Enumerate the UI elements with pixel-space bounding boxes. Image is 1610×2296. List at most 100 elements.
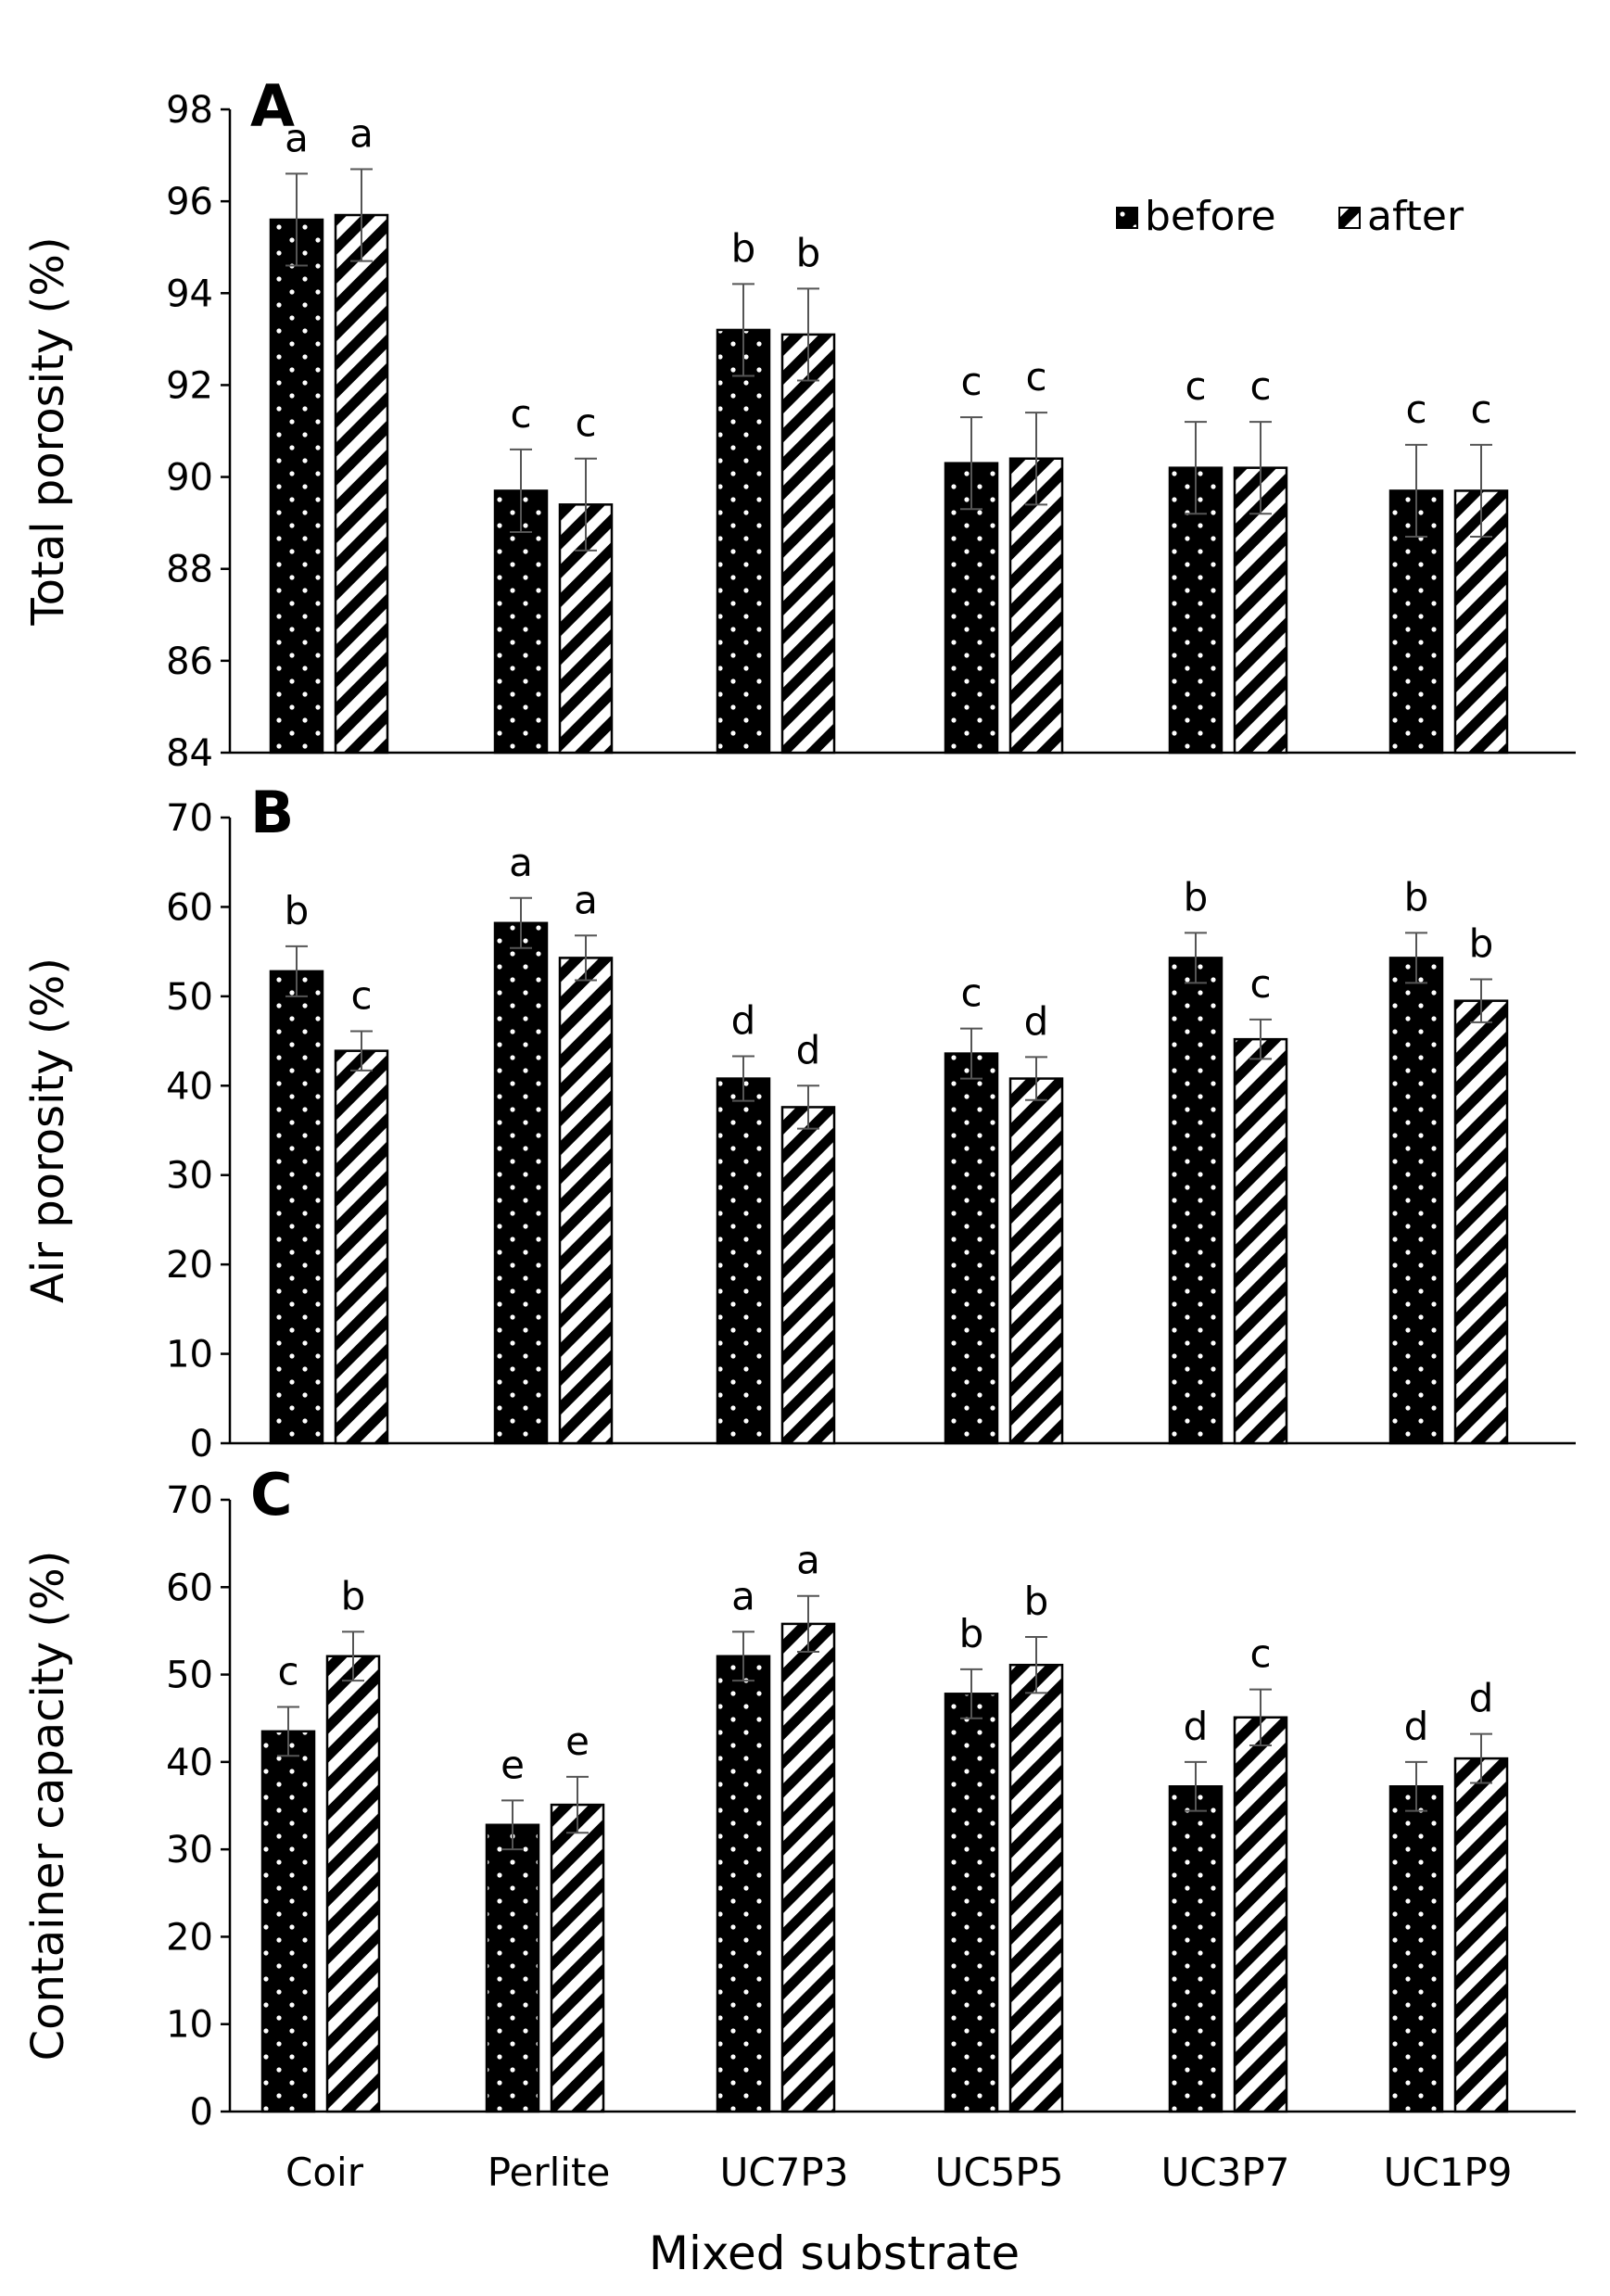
bar-after-uc7p3 <box>780 1106 836 1445</box>
significance-letter: b <box>1184 874 1209 920</box>
significance-letter: c <box>1249 1631 1271 1677</box>
bar-before-uc5p5 <box>944 1693 999 2113</box>
y-tick-label: 40 <box>166 1742 213 1784</box>
bar-before-uc7p3 <box>716 328 771 755</box>
significance-letter: d <box>1404 1704 1429 1749</box>
bar-before-uc1p9 <box>1388 1785 1444 2113</box>
bar-after-uc7p3 <box>780 333 836 755</box>
significance-letter: c <box>350 972 372 1018</box>
legend-swatch-before <box>1116 207 1138 229</box>
y-tick-label: 50 <box>166 1655 213 1697</box>
y-tick-label: 70 <box>166 1479 213 1522</box>
significance-letter: a <box>349 110 374 156</box>
bar-after-uc5p5 <box>1008 1077 1064 1445</box>
bar-after-uc1p9 <box>1453 999 1509 1445</box>
significance-letter: e <box>501 1742 525 1787</box>
significance-letter: c <box>1249 363 1271 409</box>
significance-letter: c <box>1249 961 1271 1007</box>
bar-before-perlite <box>493 489 549 755</box>
bar-after-uc5p5 <box>1008 1663 1064 2113</box>
significance-letter: d <box>1024 998 1049 1044</box>
significance-letter: c <box>1405 387 1426 432</box>
panel-letter: C <box>250 1461 293 1529</box>
y-tick-label: 10 <box>166 1334 213 1376</box>
panel-letter: B <box>250 779 294 846</box>
panel-letter: A <box>250 72 295 140</box>
significance-letter: e <box>565 1719 589 1764</box>
y-axis-label: Air porosity (%) <box>22 958 74 1303</box>
panel-c: 0 10 20 30 40 50 60 70 Container capacity (%) Cc e… <box>22 1461 1576 2280</box>
y-tick-label: 0 <box>190 2091 213 2134</box>
legend-label-before: before <box>1145 193 1276 240</box>
significance-letter: d <box>1469 1676 1494 1721</box>
significance-letter: c <box>1470 387 1491 432</box>
bar-before-uc7p3 <box>716 1655 771 2113</box>
x-category-label: UC5P5 <box>935 2150 1064 2195</box>
significance-letter: b <box>1024 1579 1049 1624</box>
bar-before-uc3p7 <box>1168 957 1223 1445</box>
y-tick-label: 84 <box>166 732 213 775</box>
bar-after-coir <box>334 213 389 755</box>
y-tick-label: 90 <box>166 457 213 500</box>
significance-letter: d <box>731 997 756 1043</box>
y-tick-label: 86 <box>166 641 213 683</box>
y-tick-label: 30 <box>166 1155 213 1198</box>
bar-before-perlite <box>493 921 549 1445</box>
bar-after-perlite <box>558 957 614 1445</box>
significance-letter: a <box>509 840 533 885</box>
significance-letter: a <box>796 1538 820 1583</box>
y-tick-label: 94 <box>166 273 213 315</box>
bar-before-perlite <box>485 1823 540 2113</box>
significance-letter: b <box>1469 921 1494 967</box>
y-tick-label: 50 <box>166 976 213 1019</box>
y-axis-label: Total porosity (%) <box>22 236 74 626</box>
significance-letter: b <box>796 230 821 275</box>
bar-after-uc3p7 <box>1233 1716 1288 2113</box>
significance-letter: b <box>731 225 756 271</box>
bar-after-uc1p9 <box>1453 1757 1509 2113</box>
x-category-label: UC1P9 <box>1384 2150 1513 2195</box>
significance-letter: b <box>341 1573 366 1618</box>
bar-after-coir <box>334 1049 389 1445</box>
significance-letter: b <box>1404 874 1429 920</box>
significance-letter: c <box>575 400 596 446</box>
x-axis-label: Mixed substrate <box>649 2226 1020 2280</box>
x-category-label: Perlite <box>488 2150 611 2195</box>
significance-letter: b <box>285 888 310 933</box>
bar-before-uc5p5 <box>944 1052 999 1445</box>
y-tick-label: 20 <box>166 1916 213 1959</box>
significance-letter: c <box>510 391 531 437</box>
significance-letter: c <box>1025 354 1046 400</box>
bar-before-uc3p7 <box>1168 1785 1223 2113</box>
bar-after-uc3p7 <box>1233 466 1288 755</box>
bar-before-uc7p3 <box>716 1077 771 1445</box>
bar-before-coir <box>260 1730 316 2113</box>
significance-letter: b <box>959 1611 984 1656</box>
significance-letter: c <box>277 1648 298 1693</box>
significance-letter: a <box>285 115 309 160</box>
y-tick-label: 88 <box>166 549 213 591</box>
y-tick-label: 98 <box>166 89 213 132</box>
bar-after-coir <box>325 1655 381 2113</box>
bar-after-uc5p5 <box>1008 457 1064 755</box>
significance-letter: a <box>574 877 598 922</box>
y-tick-label: 60 <box>166 886 213 929</box>
bar-before-uc1p9 <box>1388 957 1444 1445</box>
y-tick-label: 60 <box>166 1567 213 1609</box>
bar-after-perlite <box>550 1803 605 2113</box>
significance-letter: a <box>731 1573 755 1618</box>
y-tick-label: 10 <box>166 2004 213 2047</box>
y-tick-label: 0 <box>190 1423 213 1465</box>
bar-after-uc7p3 <box>780 1622 836 2113</box>
significance-letter: c <box>1185 363 1206 409</box>
bar-after-uc3p7 <box>1233 1037 1288 1445</box>
bar-before-coir <box>269 218 324 755</box>
significance-letter: c <box>960 359 982 404</box>
x-category-label: UC7P3 <box>720 2150 849 2195</box>
significance-letter: d <box>1184 1704 1209 1749</box>
bar-before-coir <box>269 970 324 1445</box>
significance-letter: d <box>796 1027 821 1072</box>
